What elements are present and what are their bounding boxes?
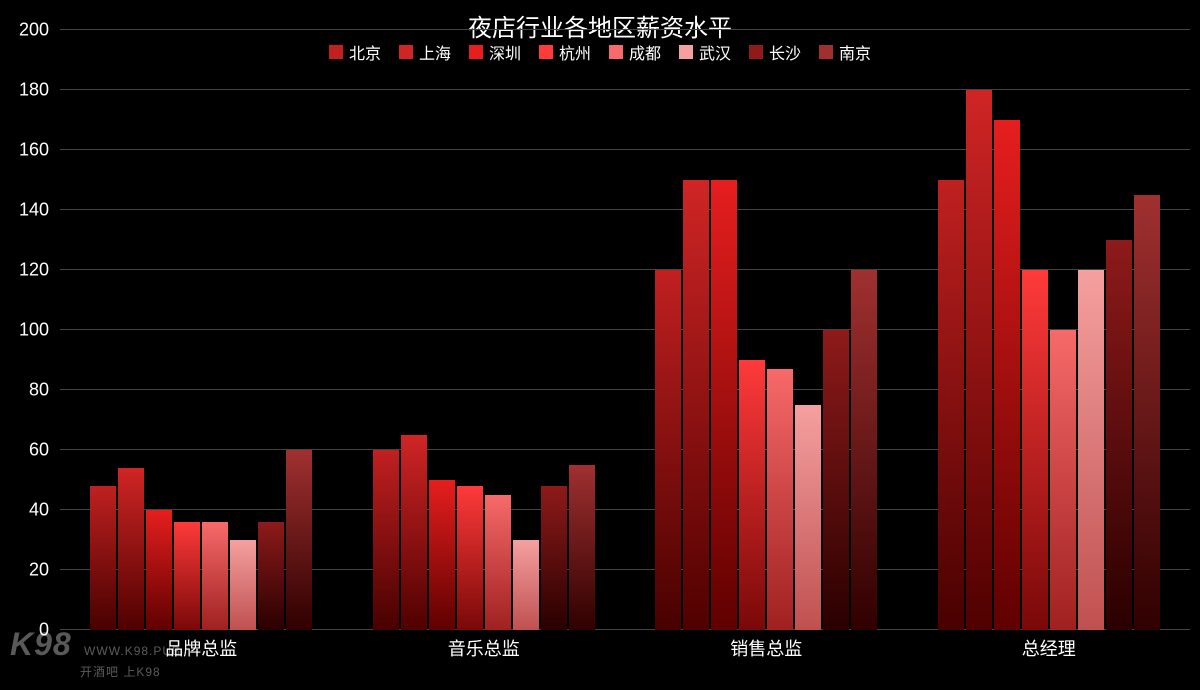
bar — [429, 480, 455, 630]
bar — [258, 522, 284, 630]
bar — [202, 522, 228, 630]
x-tick-label: 总经理 — [1022, 635, 1076, 661]
chart-container: 夜店行业各地区薪资水平 北京上海深圳杭州成都武汉长沙南京 02040608010… — [0, 0, 1200, 690]
plot-area — [60, 30, 1190, 630]
y-tick-label: 120 — [19, 260, 49, 281]
bar — [823, 330, 849, 630]
bar — [118, 468, 144, 630]
y-tick-label: 100 — [19, 320, 49, 341]
y-tick-label: 40 — [29, 500, 49, 521]
y-tick-label: 200 — [19, 20, 49, 41]
bar — [457, 486, 483, 630]
bar — [1050, 330, 1076, 630]
y-tick-label: 0 — [39, 620, 49, 641]
gridline — [60, 29, 1190, 30]
y-axis: 020406080100120140160180200 — [0, 30, 55, 630]
y-tick-label: 80 — [29, 380, 49, 401]
bar — [767, 369, 793, 630]
bar — [994, 120, 1020, 630]
bar — [795, 405, 821, 630]
x-axis: 品牌总监 音乐总监 销售总监 总经理 — [60, 635, 1190, 675]
bar — [711, 180, 737, 630]
bar-group — [938, 90, 1160, 630]
bar — [513, 540, 539, 630]
bar — [1134, 195, 1160, 630]
bar — [569, 465, 595, 630]
bar — [739, 360, 765, 630]
x-tick-label: 销售总监 — [730, 635, 802, 661]
y-tick-label: 140 — [19, 200, 49, 221]
bar — [373, 450, 399, 630]
bar — [146, 510, 172, 630]
bar — [851, 270, 877, 630]
bar — [966, 90, 992, 630]
bar-group — [90, 450, 312, 630]
y-tick-label: 180 — [19, 80, 49, 101]
bar — [1022, 270, 1048, 630]
bar — [683, 180, 709, 630]
bar — [401, 435, 427, 630]
y-tick-label: 60 — [29, 440, 49, 461]
bar-group — [655, 180, 877, 630]
bar — [174, 522, 200, 630]
bar — [655, 270, 681, 630]
y-tick-label: 20 — [29, 560, 49, 581]
bar-group — [373, 435, 595, 630]
bar — [1078, 270, 1104, 630]
x-tick-label: 品牌总监 — [165, 635, 237, 661]
bar — [541, 486, 567, 630]
y-tick-label: 160 — [19, 140, 49, 161]
bar — [90, 486, 116, 630]
bar — [485, 495, 511, 630]
bar — [230, 540, 256, 630]
bar — [938, 180, 964, 630]
bar — [286, 450, 312, 630]
bar — [1106, 240, 1132, 630]
x-tick-label: 音乐总监 — [448, 635, 520, 661]
